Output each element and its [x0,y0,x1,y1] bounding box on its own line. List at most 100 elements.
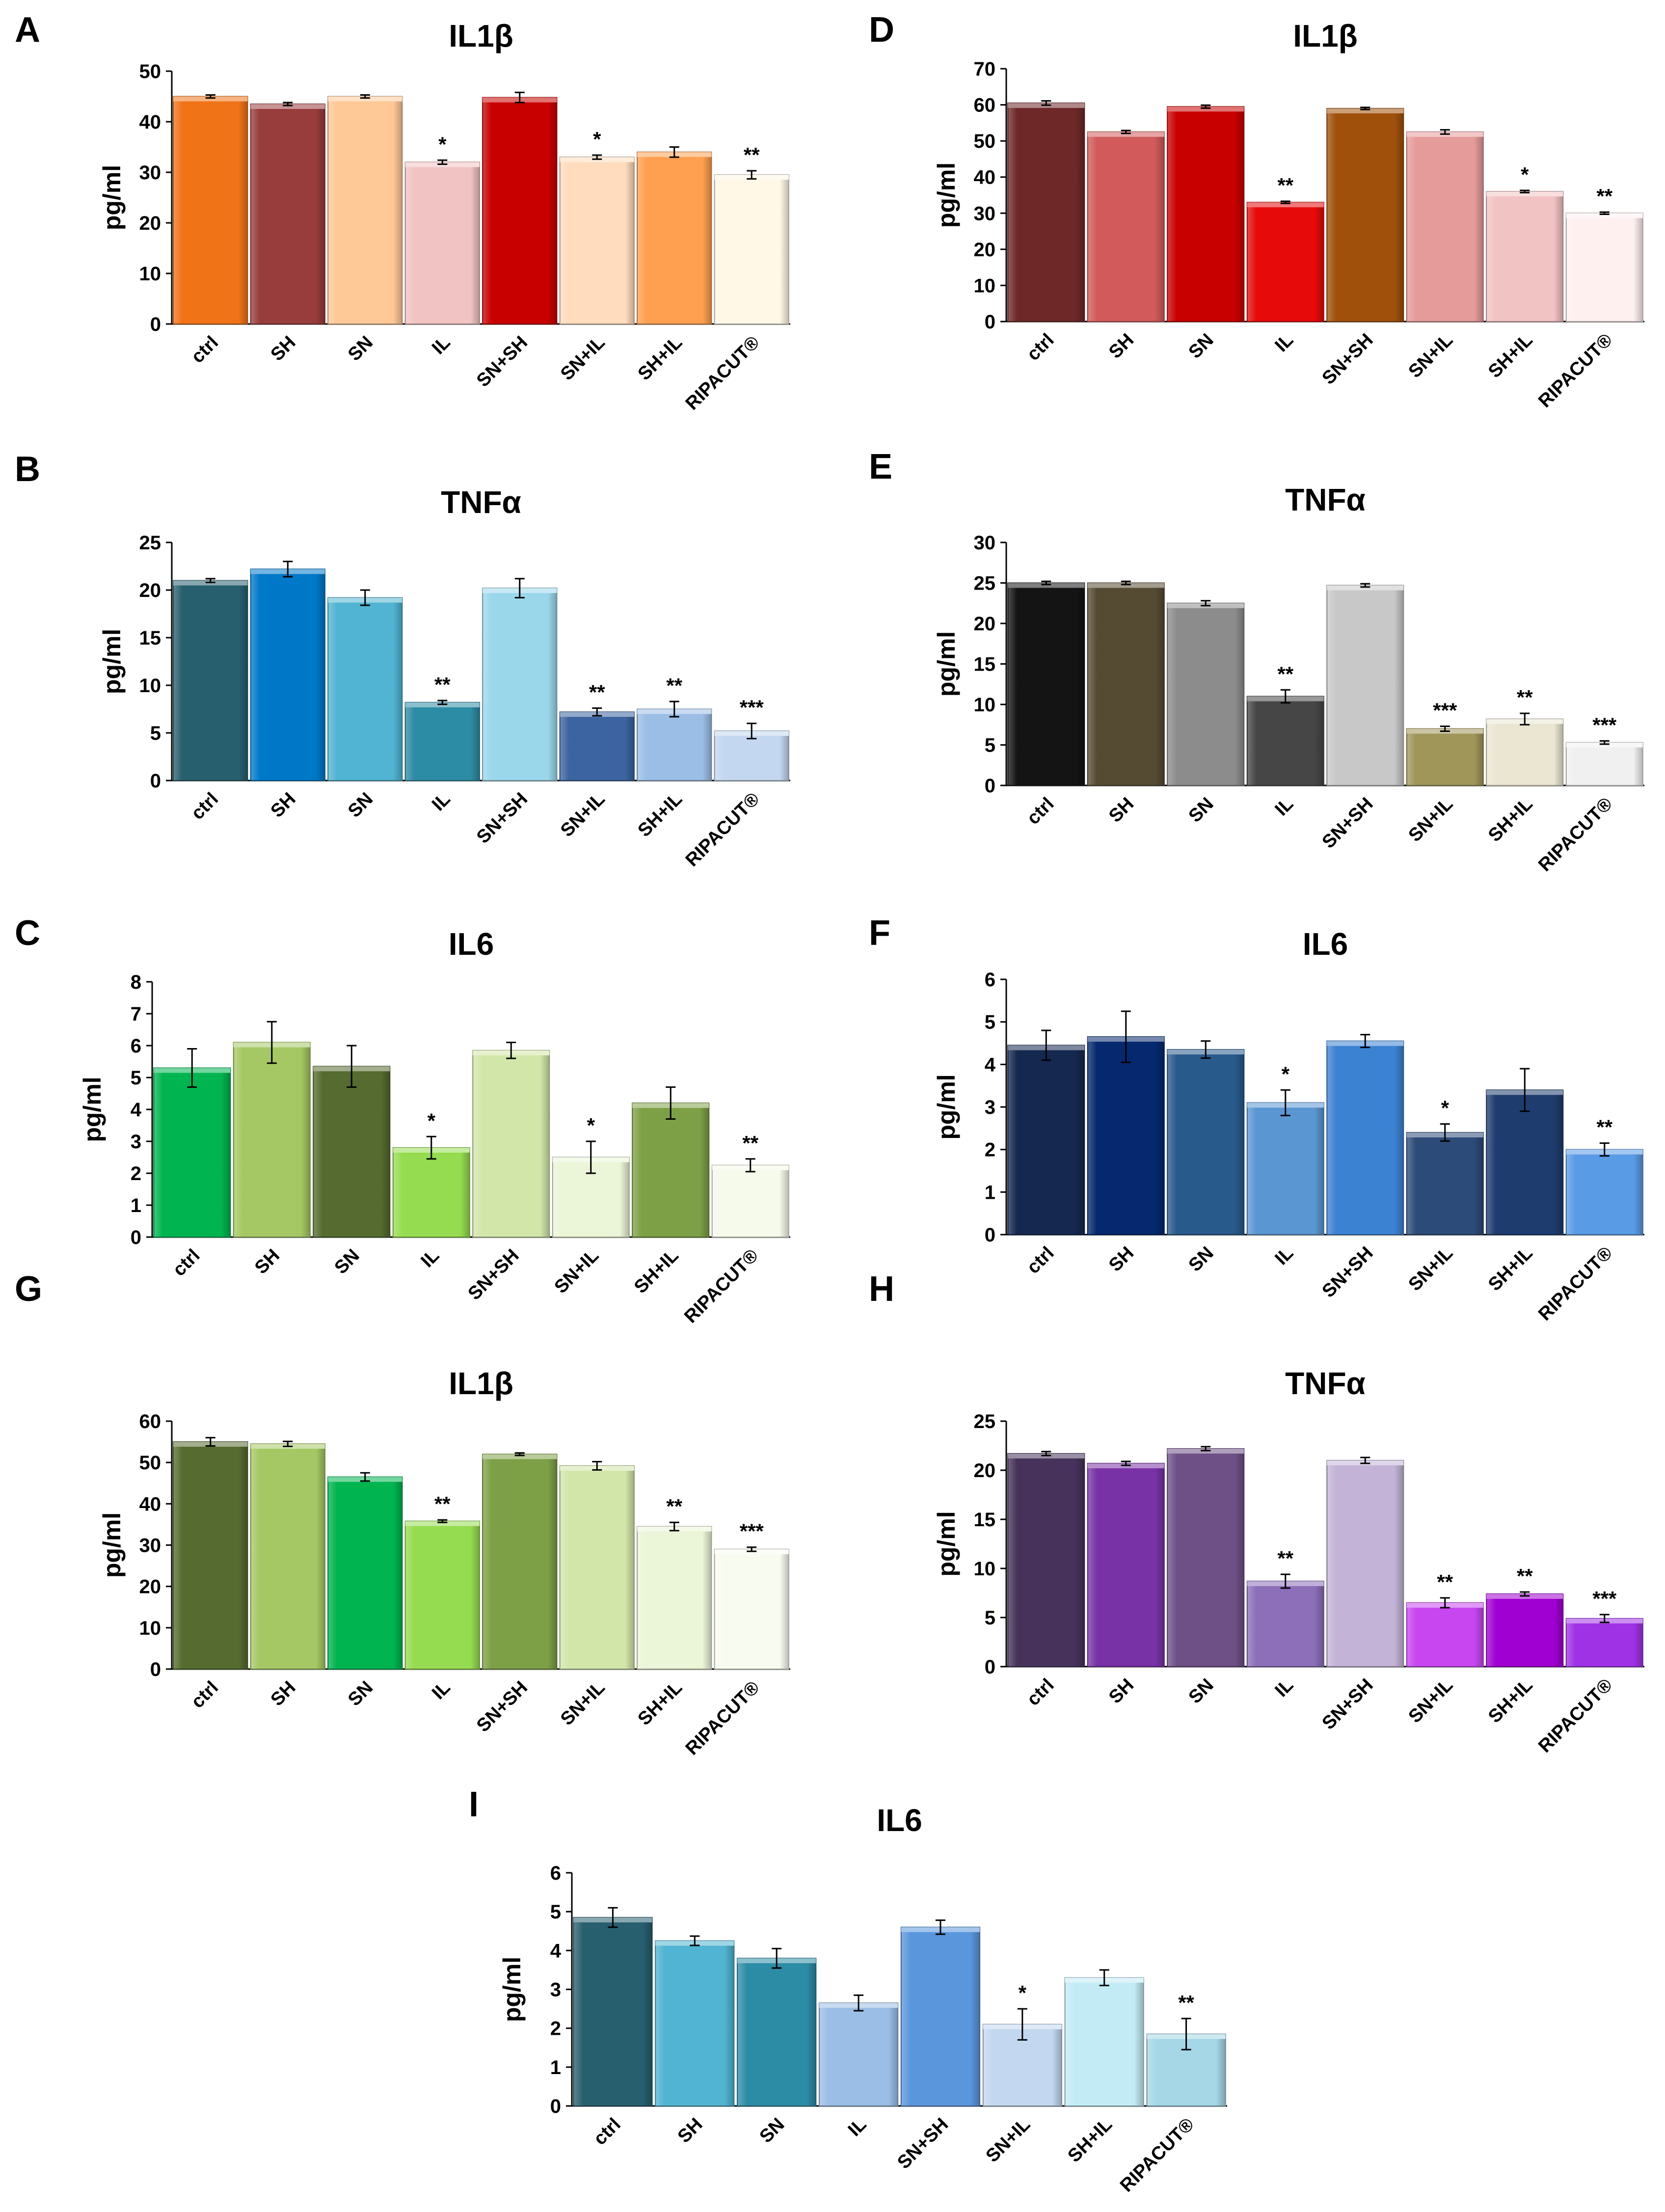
bar-sn-sh [482,588,558,781]
bar-sn [737,1958,817,2107]
x-tick-label: ctrl [590,2114,625,2150]
bar-top-bevel [1087,583,1164,588]
x-tick-label: IL [417,1245,444,1272]
significance-marker: *** [1592,1587,1617,1610]
significance-marker: *** [740,696,764,719]
x-tick-label: SN+IL [551,1245,603,1298]
y-tick-label: 20 [974,613,996,635]
bar-top-bevel [1087,132,1164,137]
x-tick-label: SN+SH [473,1677,532,1736]
x-tick-label: SN [1185,330,1218,363]
significance-marker: * [438,133,447,156]
y-tick-label: 10 [139,263,161,285]
x-tick-label: SN+SH [473,332,532,391]
y-tick-label: 8 [131,971,141,993]
bar-sn [327,96,403,324]
y-tick-label: 50 [139,1452,161,1474]
bar-sh-il [632,1103,710,1238]
panel-letter: A [15,10,40,50]
bar-top-bevel [1167,107,1244,112]
y-tick-label: 10 [974,275,996,297]
x-tick-label: RIPACUT® [1534,1675,1616,1757]
x-tick-label: SH [1105,1675,1138,1708]
significance-marker: ** [434,1492,451,1515]
chart-panel-a: A IL1β pg/ml 0 10 20 30 40 50 ctrl SH SN * IL SN+SH * SN… [15,10,790,414]
significance-marker: ** [742,1132,758,1155]
bar-il [404,162,480,324]
bar-il [1246,202,1324,323]
y-tick-label: 5 [150,723,161,744]
y-axis-label: pg/ml [498,1957,526,2022]
x-tick-label: SH+IL [1484,1675,1537,1727]
significance-marker: ** [1517,686,1533,709]
x-tick-label: SH+IL [1484,794,1537,846]
significance-marker: ** [589,681,605,704]
bar-sn [327,597,403,782]
bar-il [392,1147,470,1238]
bar-ctrl [173,580,248,781]
x-tick-label: SN+SH [893,2114,952,2173]
y-tick-label: 3 [131,1131,141,1153]
x-tick-label: RIPACUT® [682,789,764,871]
bar-top-bevel [1327,585,1404,591]
bar-sn-il [559,157,635,324]
bar-top-bevel [1486,191,1563,197]
x-tick-label: IL [1271,330,1298,356]
x-tick-label: IL [1271,1243,1298,1269]
chart-panel-g: G IL1β pg/ml 0 10 20 30 40 50 60 ctrl SH SN ** IL SN+SH… [15,1269,790,1759]
y-tick-label: 20 [139,580,161,601]
y-tick-label: 0 [550,2096,561,2117]
panel-letter: I [469,1785,479,1824]
x-tick-label: SN [1185,1675,1218,1708]
x-tick-label: SN+IL [1405,794,1457,846]
x-tick-label: SN [344,1677,377,1710]
bar-top-bevel [328,96,403,102]
x-tick-label: SN [1185,794,1218,827]
y-tick-label: 1 [985,1182,995,1203]
y-tick-label: 6 [550,1862,561,1884]
bar-sh-il [1486,191,1564,322]
x-tick-label: SH+IL [1064,2114,1116,2167]
bar-sn-sh [900,1926,981,2106]
y-tick-label: 20 [139,213,161,234]
y-tick-label: 2 [985,1139,995,1161]
panel-letter: F [869,914,890,953]
y-tick-label: 20 [139,1576,161,1598]
bar-sh [1087,131,1165,322]
bar-top-bevel [173,96,248,102]
y-tick-label: 3 [985,1097,995,1118]
x-tick-label: SH [1105,330,1138,363]
bar-il [1246,1102,1324,1235]
y-tick-label: 6 [985,969,995,991]
bar-ctrl [173,96,248,324]
bar-ripacut [714,1548,789,1670]
panel-letter: B [15,450,40,489]
chart-panel-b: B TNFα pg/ml 0 5 10 15 20 25 ctrl SH SN ** IL SN+SH ** S… [15,450,790,871]
chart-title: IL6 [449,926,494,962]
y-tick-label: 25 [139,532,161,554]
chart-panel-h: H TNFα pg/ml 0 5 10 15 20 25 ctrl SH SN ** IL SN+SH ** S… [869,1269,1644,1757]
x-tick-label: SN [344,789,377,822]
bar-il [404,1520,480,1670]
significance-marker: ** [1277,1547,1293,1570]
y-tick-label: 60 [139,1411,161,1432]
significance-marker: ** [1277,662,1293,685]
y-axis-label: pg/ml [933,631,960,697]
x-tick-label: SH [267,789,300,822]
significance-marker: ** [1277,174,1293,197]
bar-sn-il [1406,131,1484,322]
bar-sn-sh [1326,108,1404,323]
bar-sn [327,1476,403,1670]
y-axis-label: pg/ml [98,1512,126,1578]
bar-sh-il [637,1526,712,1670]
x-tick-label: IL [1271,1675,1298,1701]
chart-title: IL1β [449,1366,513,1401]
bar-sh-il [637,151,712,324]
bar-sn-sh [482,97,558,324]
significance-marker: * [1521,163,1529,186]
significance-marker: ** [434,673,451,696]
bar-top-bevel [1566,742,1643,748]
chart-panel-i: I IL6 pg/ml 0 1 2 3 4 5 6 ctrl SH SN IL SN+SH * SN+IL SH+… [469,1785,1227,2196]
x-tick-label: SN+SH [1318,1243,1377,1302]
x-tick-label: ctrl [188,789,223,824]
